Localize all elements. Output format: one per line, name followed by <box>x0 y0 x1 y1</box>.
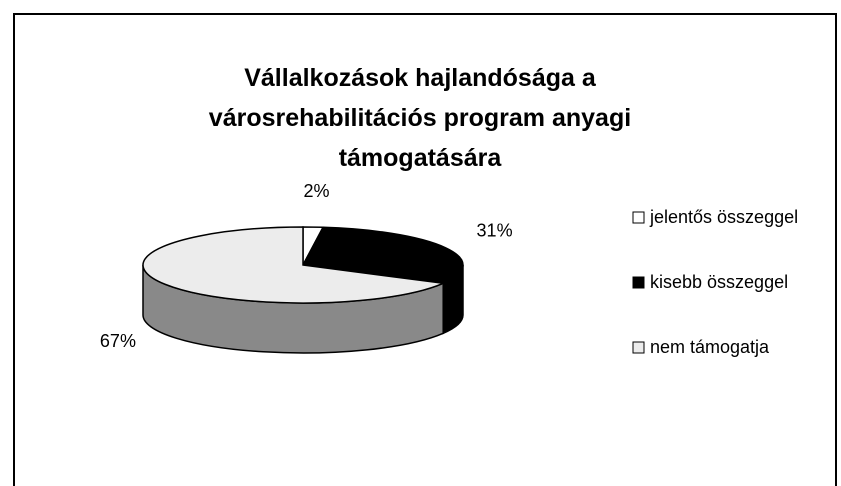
chart-border <box>13 13 837 486</box>
legend-swatch <box>632 341 645 354</box>
legend-label: jelentős összeggel <box>649 207 798 227</box>
pie-slice <box>142 226 447 304</box>
legend-label: nem támogatja <box>650 337 770 357</box>
data-label: 2% <box>303 181 329 201</box>
legend-swatch <box>632 211 645 224</box>
legend-swatch <box>632 276 645 289</box>
chart-title: Vállalkozások hajlandósága a városrehabi… <box>208 64 632 172</box>
data-label: 67% <box>100 331 136 351</box>
pie-slice <box>301 226 464 285</box>
legend-label: kisebb összeggel <box>650 272 788 292</box>
data-label: 31% <box>477 221 513 241</box>
